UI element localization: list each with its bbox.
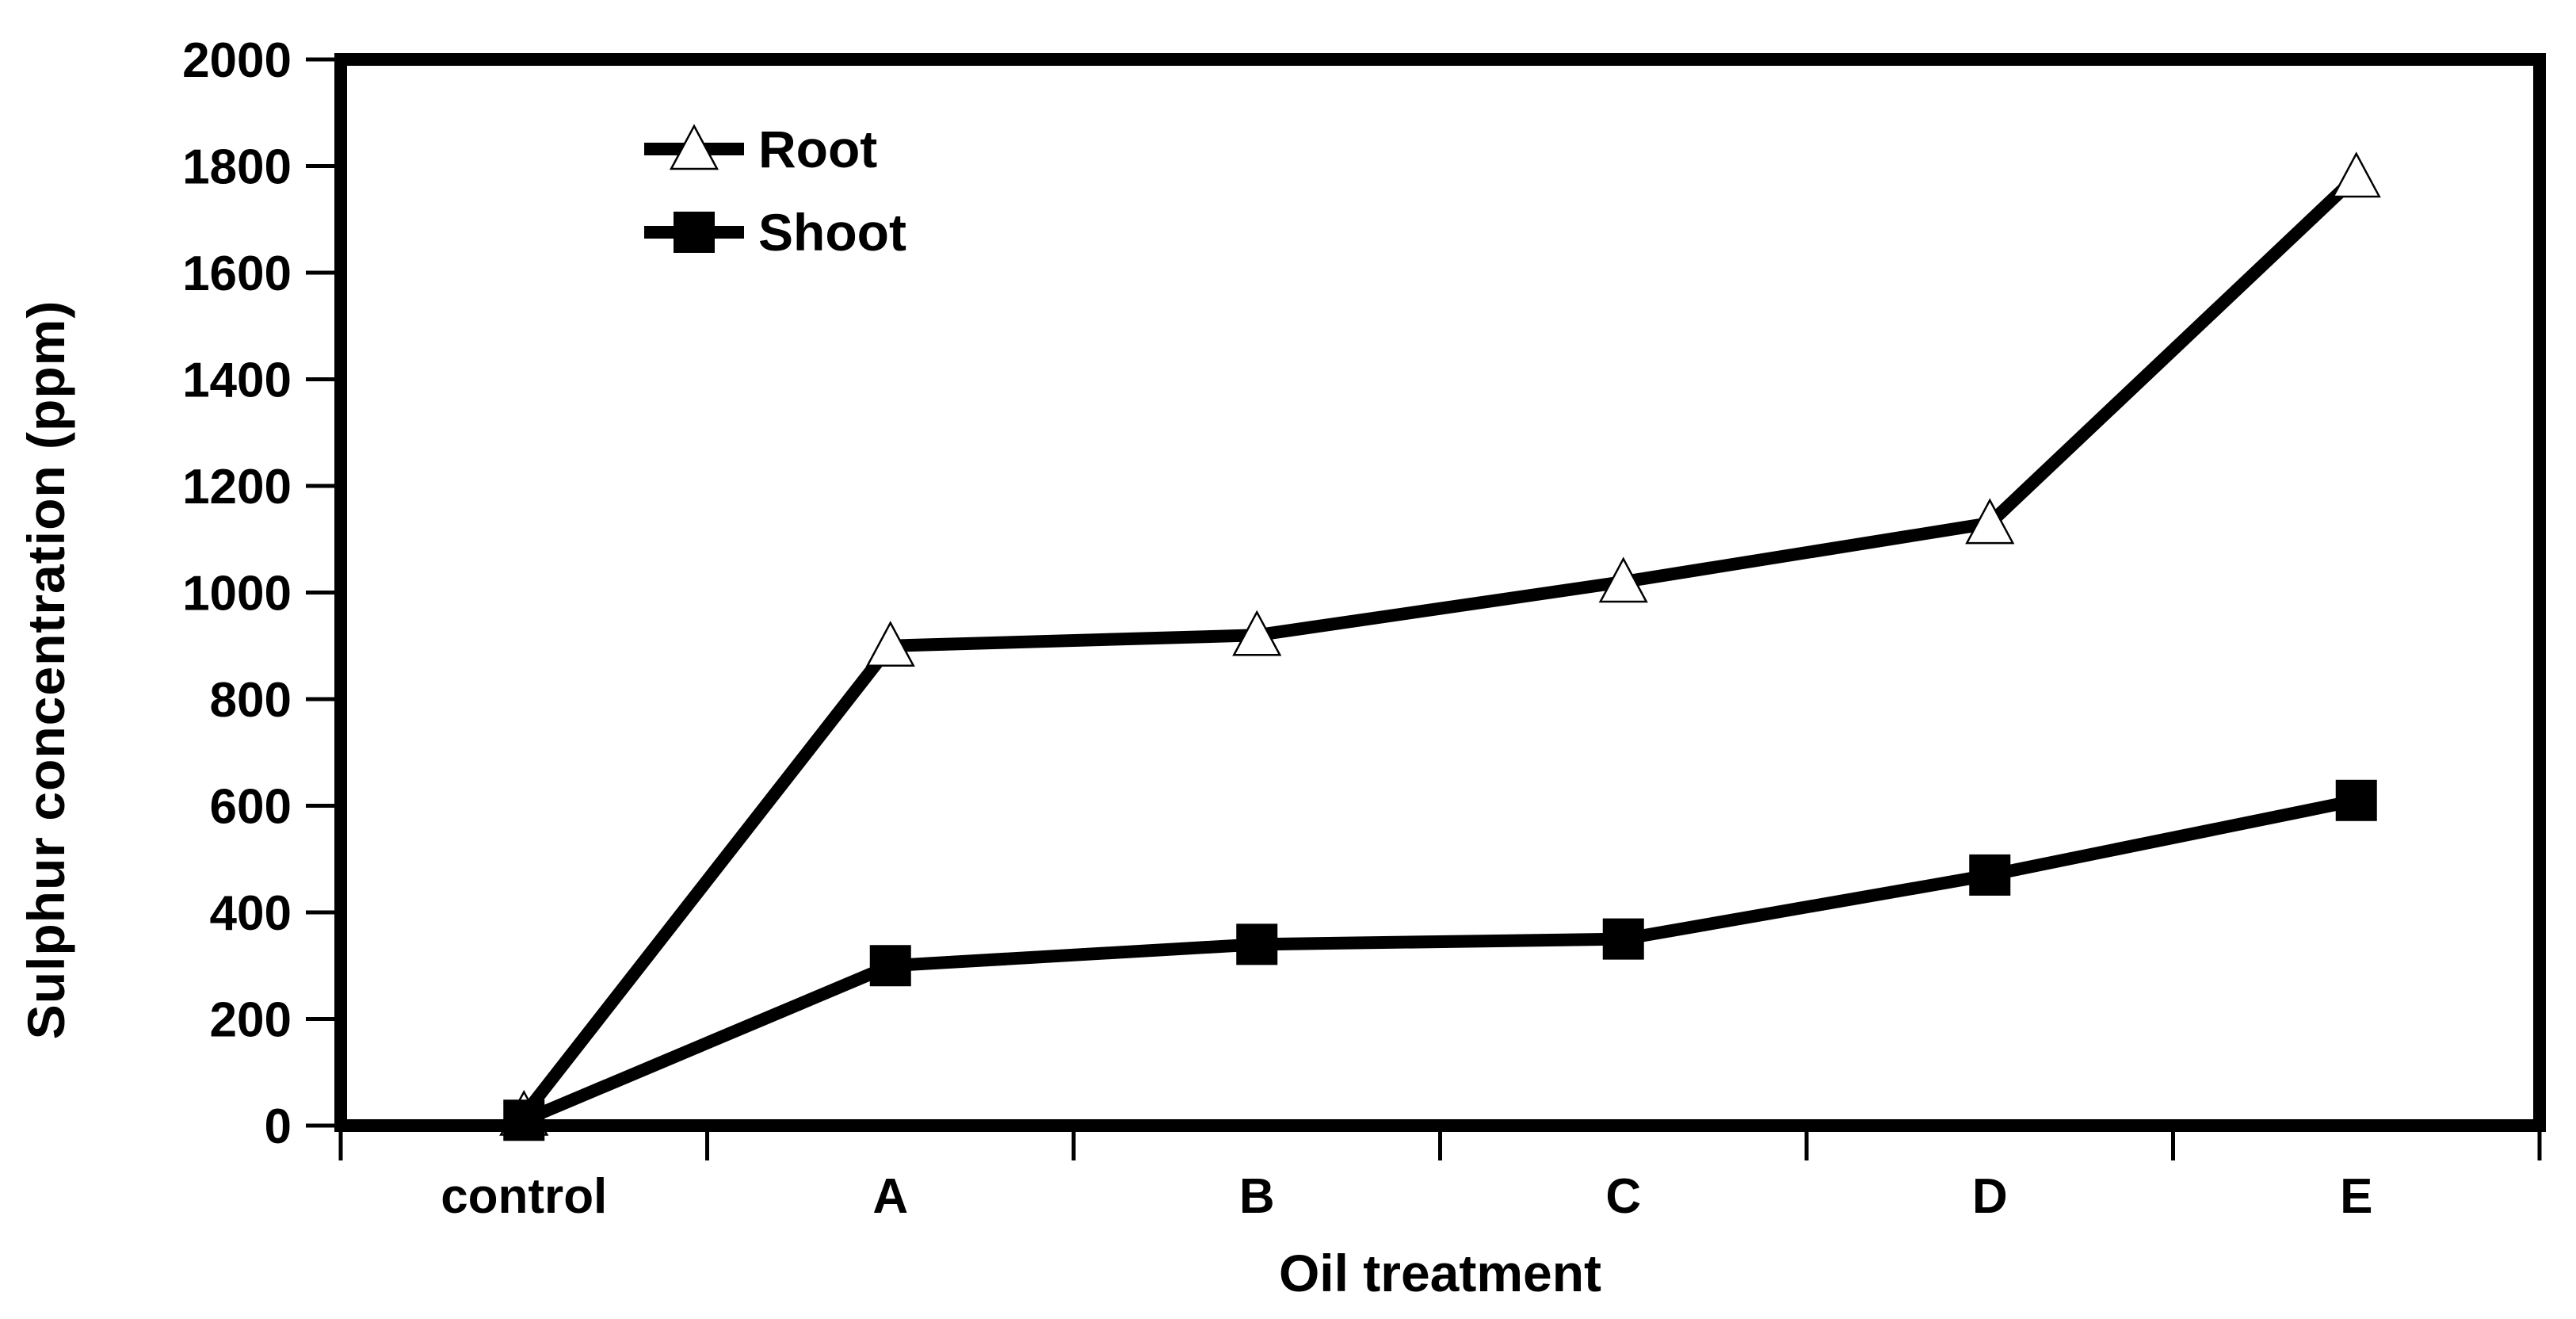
y-tick-label: 200 bbox=[210, 993, 292, 1048]
shoot-marker bbox=[2335, 779, 2377, 821]
x-category-label: D bbox=[1972, 1169, 2008, 1224]
root-marker bbox=[1232, 610, 1282, 656]
root-marker bbox=[1598, 556, 1648, 603]
y-tick-label: 1600 bbox=[182, 247, 292, 301]
y-tick-label: 600 bbox=[210, 780, 292, 835]
root-marker bbox=[865, 621, 915, 667]
shoot-series-line bbox=[521, 793, 2358, 1126]
y-tick-label: 1800 bbox=[182, 140, 292, 195]
legend-label-root: Root bbox=[758, 120, 878, 178]
x-axis-title: Oil treatment bbox=[1278, 1244, 1602, 1302]
legend: Root Shoot bbox=[644, 117, 906, 284]
root-marker bbox=[1965, 498, 2015, 545]
shoot-line-square-icon bbox=[644, 212, 744, 253]
shoot-marker bbox=[1969, 854, 2011, 896]
shoot-marker bbox=[1236, 923, 1278, 965]
legend-item-root: Root bbox=[644, 117, 906, 181]
shoot-marker bbox=[869, 945, 911, 987]
y-tick-label: 2000 bbox=[182, 33, 292, 88]
y-tick-label: 1000 bbox=[182, 567, 292, 621]
x-category-label: A bbox=[872, 1169, 908, 1224]
legend-label-shoot: Shoot bbox=[758, 203, 906, 262]
y-tick-label: 800 bbox=[210, 673, 292, 728]
x-category-label: E bbox=[2340, 1169, 2372, 1224]
y-tick-label: 1400 bbox=[182, 354, 292, 408]
legend-item-shoot: Shoot bbox=[644, 201, 906, 264]
x-category-label: control bbox=[441, 1169, 607, 1224]
y-tick-label: 1200 bbox=[182, 460, 292, 514]
plot-border bbox=[334, 53, 2546, 1132]
shoot-marker bbox=[1602, 918, 1644, 960]
x-category-label: C bbox=[1605, 1169, 1641, 1224]
y-tick-label: 400 bbox=[210, 886, 292, 941]
y-axis-title: Sulphur concentration (ppm) bbox=[17, 300, 75, 1040]
shoot-marker bbox=[503, 1099, 545, 1141]
y-tick-label: 0 bbox=[265, 1099, 292, 1154]
root-line-triangle-icon bbox=[644, 124, 744, 170]
x-category-label: B bbox=[1239, 1169, 1275, 1224]
root-series-line bbox=[518, 172, 2361, 1119]
root-marker bbox=[2331, 151, 2381, 198]
